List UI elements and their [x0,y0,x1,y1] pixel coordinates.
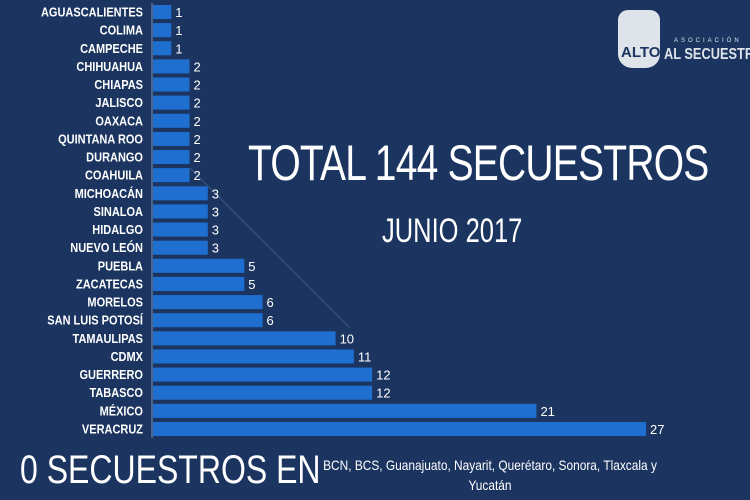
bar-22 [153,403,537,418]
bar-6 [153,113,190,128]
bar-18 [153,331,336,346]
value-label: 11 [358,349,372,364]
value-label: 3 [212,223,219,238]
category-label: SINALOA [94,205,144,219]
value-label: 12 [376,368,390,383]
category-label: NUEVO LEÓN [70,242,143,256]
category-label: CHIHUAHUA [76,60,143,74]
category-label: COLIMA [100,24,144,38]
value-label: 2 [194,96,201,111]
bar-14 [153,258,245,273]
hand-icon [618,10,660,68]
category-label: TAMAULIPAS [73,332,144,346]
category-label: AGUASCALIENTES [41,6,143,20]
bar-1 [153,23,172,38]
category-label: CHIAPAS [94,78,143,92]
bar-16 [153,295,263,310]
value-label: 21 [540,404,554,419]
decorative-line [189,167,351,329]
value-label: 2 [194,114,201,129]
value-label: 1 [175,5,182,20]
category-label: VERACRUZ [82,423,143,437]
category-label: DURANGO [86,151,143,165]
value-label: 3 [212,186,219,201]
zero-kidnappings-states: BCN, BCS, Guanajuato, Nayarit, Querétaro… [323,457,657,493]
value-label: 6 [267,313,274,328]
bar-10 [153,186,208,201]
bar-3 [153,59,190,74]
value-label: 2 [194,78,201,93]
category-label: SAN LUIS POTOSÍ [47,314,143,328]
bar-8 [153,150,190,165]
bar-12 [153,222,208,237]
logo-asociacion: ASOCIACIÓN [674,38,742,44]
value-label: 1 [175,41,182,56]
chart-title: TOTAL 144 SECUESTROS [248,135,709,191]
bar-17 [153,313,263,328]
category-label: MORELOS [87,296,143,310]
value-label: 5 [248,277,255,292]
bar-0 [153,5,172,19]
category-label: JALISCO [95,97,143,111]
chart-subtitle: JUNIO 2017 [382,212,523,250]
category-label: QUINTANA ROO [58,133,143,147]
value-label: 2 [194,132,201,147]
category-label: CAMPECHE [80,42,143,56]
value-label: 2 [194,168,201,183]
value-label: 10 [340,331,354,346]
bar-11 [153,204,208,219]
bar-9 [153,168,190,183]
category-label: MICHOACÁN [75,187,143,201]
value-label: 2 [194,59,201,74]
logo-al-secuestro: AL SECUESTRO [664,46,750,63]
value-label: 27 [650,422,664,437]
category-label: HIDALGO [92,223,143,237]
category-label: OAXACA [95,115,143,129]
bar-7 [153,131,190,146]
bar-13 [153,240,208,255]
bar-4 [153,77,190,92]
category-label: ZACATECAS [76,278,143,292]
value-label: 1 [175,23,182,38]
category-label: MÉXICO [100,405,143,419]
category-label: COAHUILA [85,169,143,183]
bar-2 [153,41,172,56]
category-label: GUERRERO [79,368,143,382]
bar-5 [153,95,190,110]
value-label: 12 [376,386,390,401]
category-label: PUEBLA [98,260,144,274]
bar-23 [153,421,646,436]
bar-15 [153,276,245,291]
value-label: 3 [212,241,219,256]
logo-alto: ALTO [621,44,661,61]
value-label: 3 [212,204,219,219]
zero-kidnappings-label: 0 SECUESTROS EN [20,448,321,492]
category-label: TABASCO [89,387,143,401]
value-label: 2 [194,150,201,165]
bar-21 [153,385,373,400]
bar-20 [153,367,373,382]
bar-19 [153,349,354,364]
category-label: CDMX [111,350,144,364]
value-label: 5 [248,259,255,274]
value-label: 6 [267,295,274,310]
logo: ALTO ASOCIACIÓN AL SECUESTRO [618,8,750,70]
